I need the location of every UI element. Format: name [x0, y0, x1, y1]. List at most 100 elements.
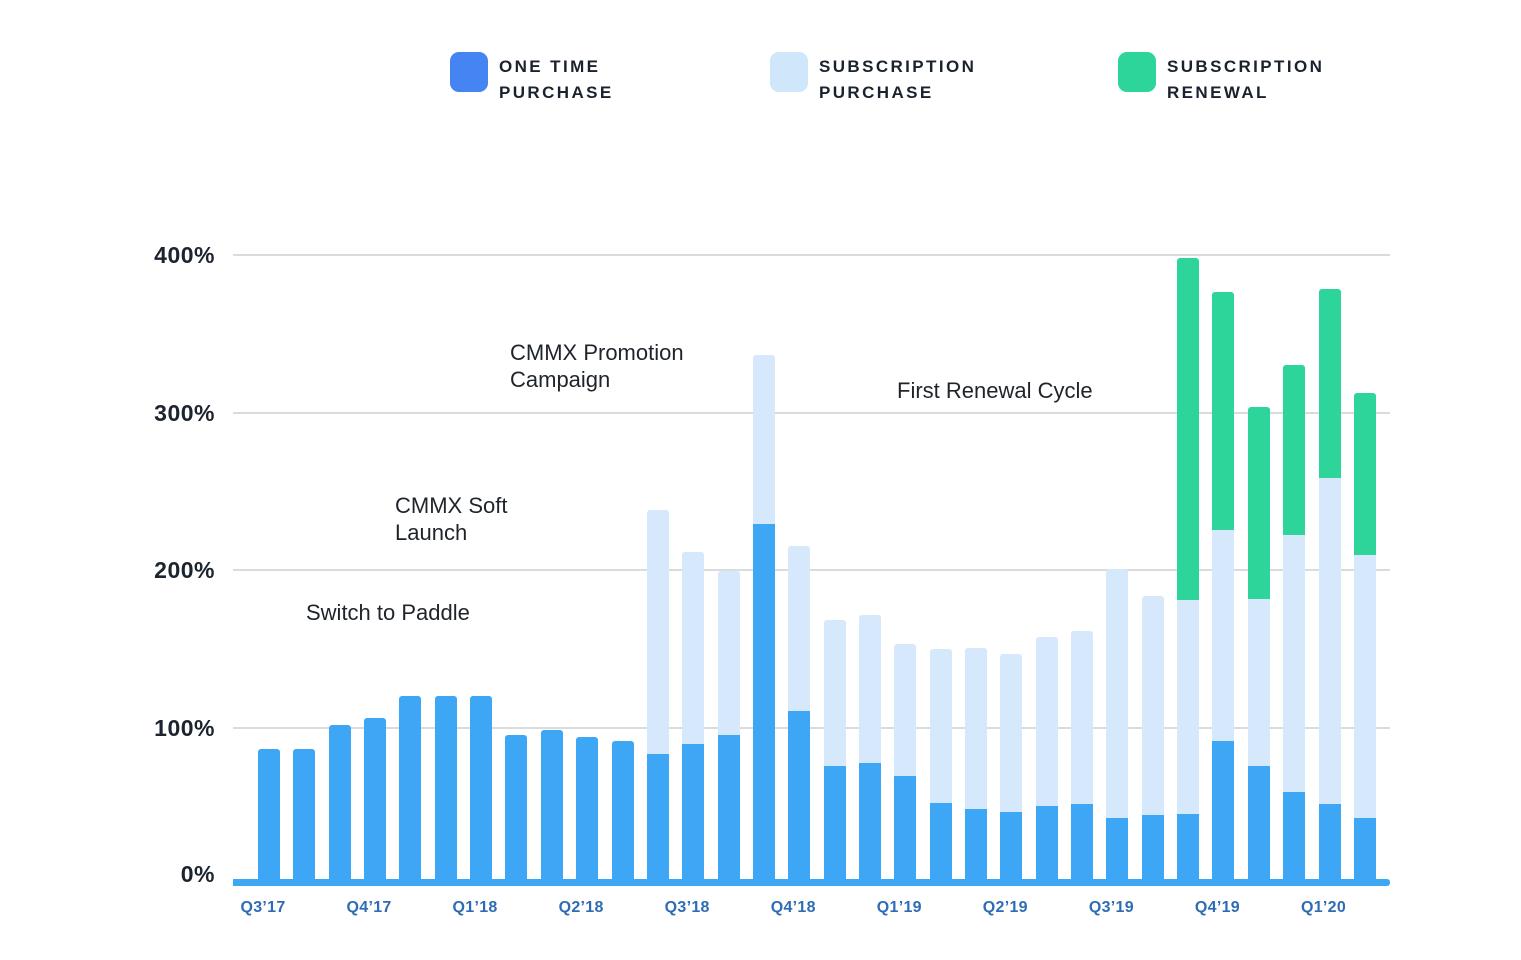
segment-one-time-purchase — [1353, 818, 1376, 883]
y-tick-label-200: 200% — [154, 557, 215, 583]
bar-4[interactable] — [364, 718, 387, 883]
segment-subscription-renewal — [1212, 292, 1235, 530]
annotation-switch-to-paddle: Switch to Paddle — [306, 600, 470, 625]
bar-7[interactable] — [470, 696, 493, 883]
gridline-400 — [233, 254, 1390, 256]
bar-9[interactable] — [540, 730, 563, 883]
segment-subscription-purchase — [682, 552, 705, 744]
segment-subscription-purchase — [788, 546, 811, 711]
annotation-cmmx-soft-launch: CMMX Soft Launch — [395, 493, 508, 545]
segment-one-time-purchase — [470, 696, 493, 883]
bar-10[interactable] — [576, 737, 599, 883]
bar-13[interactable] — [682, 552, 705, 883]
gridline-300 — [233, 411, 1390, 414]
segment-subscription-renewal — [1177, 258, 1200, 600]
legend-label-one-time-purchase: ONE TIME PURCHASE — [499, 57, 614, 102]
segment-one-time-purchase — [752, 524, 775, 883]
bar-32[interactable] — [1353, 393, 1376, 883]
y-tick-label-0: 0% — [180, 861, 215, 887]
bar-15[interactable] — [752, 355, 775, 883]
bar-8[interactable] — [505, 735, 528, 883]
gridline-200 — [233, 569, 1390, 571]
segment-one-time-purchase — [1141, 815, 1164, 883]
segment-one-time-purchase — [1318, 804, 1341, 883]
segment-one-time-purchase — [858, 763, 881, 883]
segment-subscription-purchase — [965, 648, 987, 809]
x-tick-label-Q120: Q1’20 — [1300, 899, 1347, 916]
bar-27[interactable] — [1177, 258, 1200, 883]
bar-25[interactable] — [1106, 569, 1129, 883]
segment-one-time-purchase — [258, 749, 280, 883]
segment-subscription-purchase — [1247, 599, 1270, 766]
segment-subscription-renewal — [1283, 365, 1306, 535]
x-tick-label-Q218: Q2’18 — [558, 899, 604, 916]
legend-item-subscription-purchase[interactable]: SUBSCRIPTION PURCHASE — [770, 52, 976, 106]
annotation-first-renewal-cycle: First Renewal Cycle — [897, 378, 1093, 403]
segment-one-time-purchase — [505, 735, 528, 883]
one-time-purchase-swatch-icon — [450, 52, 488, 92]
bar-12[interactable] — [646, 510, 669, 883]
segment-subscription-renewal — [1247, 407, 1270, 599]
legend-item-one-time-purchase[interactable]: ONE TIME PURCHASE — [450, 52, 614, 106]
x-tick-label-Q119: Q1’19 — [876, 899, 922, 916]
bar-21[interactable] — [965, 648, 987, 883]
segment-subscription-purchase — [894, 644, 917, 776]
bar-23[interactable] — [1035, 637, 1058, 883]
bar-1[interactable] — [258, 749, 280, 883]
bar-22[interactable] — [1000, 654, 1023, 883]
segment-one-time-purchase — [434, 696, 457, 883]
y-tick-label-400: 400% — [154, 242, 215, 268]
segment-one-time-purchase — [328, 725, 351, 883]
y-tick-label-100: 100% — [154, 714, 215, 741]
segment-subscription-purchase — [929, 649, 952, 803]
segment-one-time-purchase — [1035, 806, 1058, 883]
segment-one-time-purchase — [1212, 741, 1235, 883]
x-tick-label-Q417: Q4’17 — [346, 899, 392, 916]
bar-3[interactable] — [328, 725, 351, 883]
subscription-purchase-swatch-icon — [770, 52, 808, 92]
bar-20[interactable] — [929, 649, 952, 883]
segment-subscription-purchase — [1212, 530, 1235, 741]
segment-one-time-purchase — [364, 718, 387, 883]
bar-19[interactable] — [894, 644, 917, 883]
bar-14[interactable] — [717, 571, 740, 883]
segment-subscription-renewal — [1353, 393, 1376, 555]
segment-one-time-purchase — [293, 749, 316, 883]
x-tick-label-Q219: Q2’19 — [982, 899, 1028, 916]
bar-29[interactable] — [1247, 407, 1270, 883]
bar-28[interactable] — [1212, 292, 1235, 883]
segment-subscription-purchase — [1071, 631, 1094, 804]
bar-6[interactable] — [434, 696, 457, 883]
x-tick-label-Q418: Q4’18 — [770, 899, 816, 916]
segment-one-time-purchase — [611, 741, 634, 883]
bar-17[interactable] — [823, 620, 846, 883]
segment-subscription-purchase — [646, 510, 669, 754]
legend-label-subscription-purchase: SUBSCRIPTION PURCHASE — [819, 57, 977, 102]
legend-label-subscription-renewal: SUBSCRIPTION RENEWAL — [1167, 57, 1325, 102]
segment-one-time-purchase — [717, 735, 740, 883]
bar-26[interactable] — [1141, 596, 1164, 883]
bar-24[interactable] — [1071, 631, 1094, 883]
bar-2[interactable] — [293, 749, 316, 883]
segment-subscription-purchase — [717, 571, 740, 735]
legend-item-subscription-renewal[interactable]: SUBSCRIPTION RENEWAL — [1118, 52, 1324, 106]
segment-subscription-purchase — [1353, 555, 1376, 818]
subscription-renewal-swatch-icon — [1118, 52, 1156, 92]
bar-5[interactable] — [399, 696, 422, 883]
bar-30[interactable] — [1283, 365, 1306, 883]
bar-11[interactable] — [611, 741, 634, 883]
bar-31[interactable] — [1318, 289, 1341, 883]
segment-one-time-purchase — [1247, 766, 1270, 883]
bar-16[interactable] — [788, 546, 811, 883]
segment-subscription-renewal — [1318, 289, 1341, 478]
segment-one-time-purchase — [540, 730, 563, 883]
segment-subscription-purchase — [1318, 478, 1341, 804]
segment-one-time-purchase — [1071, 804, 1094, 883]
segment-subscription-purchase — [823, 620, 846, 766]
x-tick-label-Q318: Q3’18 — [664, 899, 710, 916]
bar-18[interactable] — [858, 615, 881, 883]
x-tick-label-Q419: Q4’19 — [1194, 899, 1240, 916]
x-tick-label-Q118: Q1’18 — [452, 899, 498, 916]
segment-one-time-purchase — [965, 809, 987, 883]
